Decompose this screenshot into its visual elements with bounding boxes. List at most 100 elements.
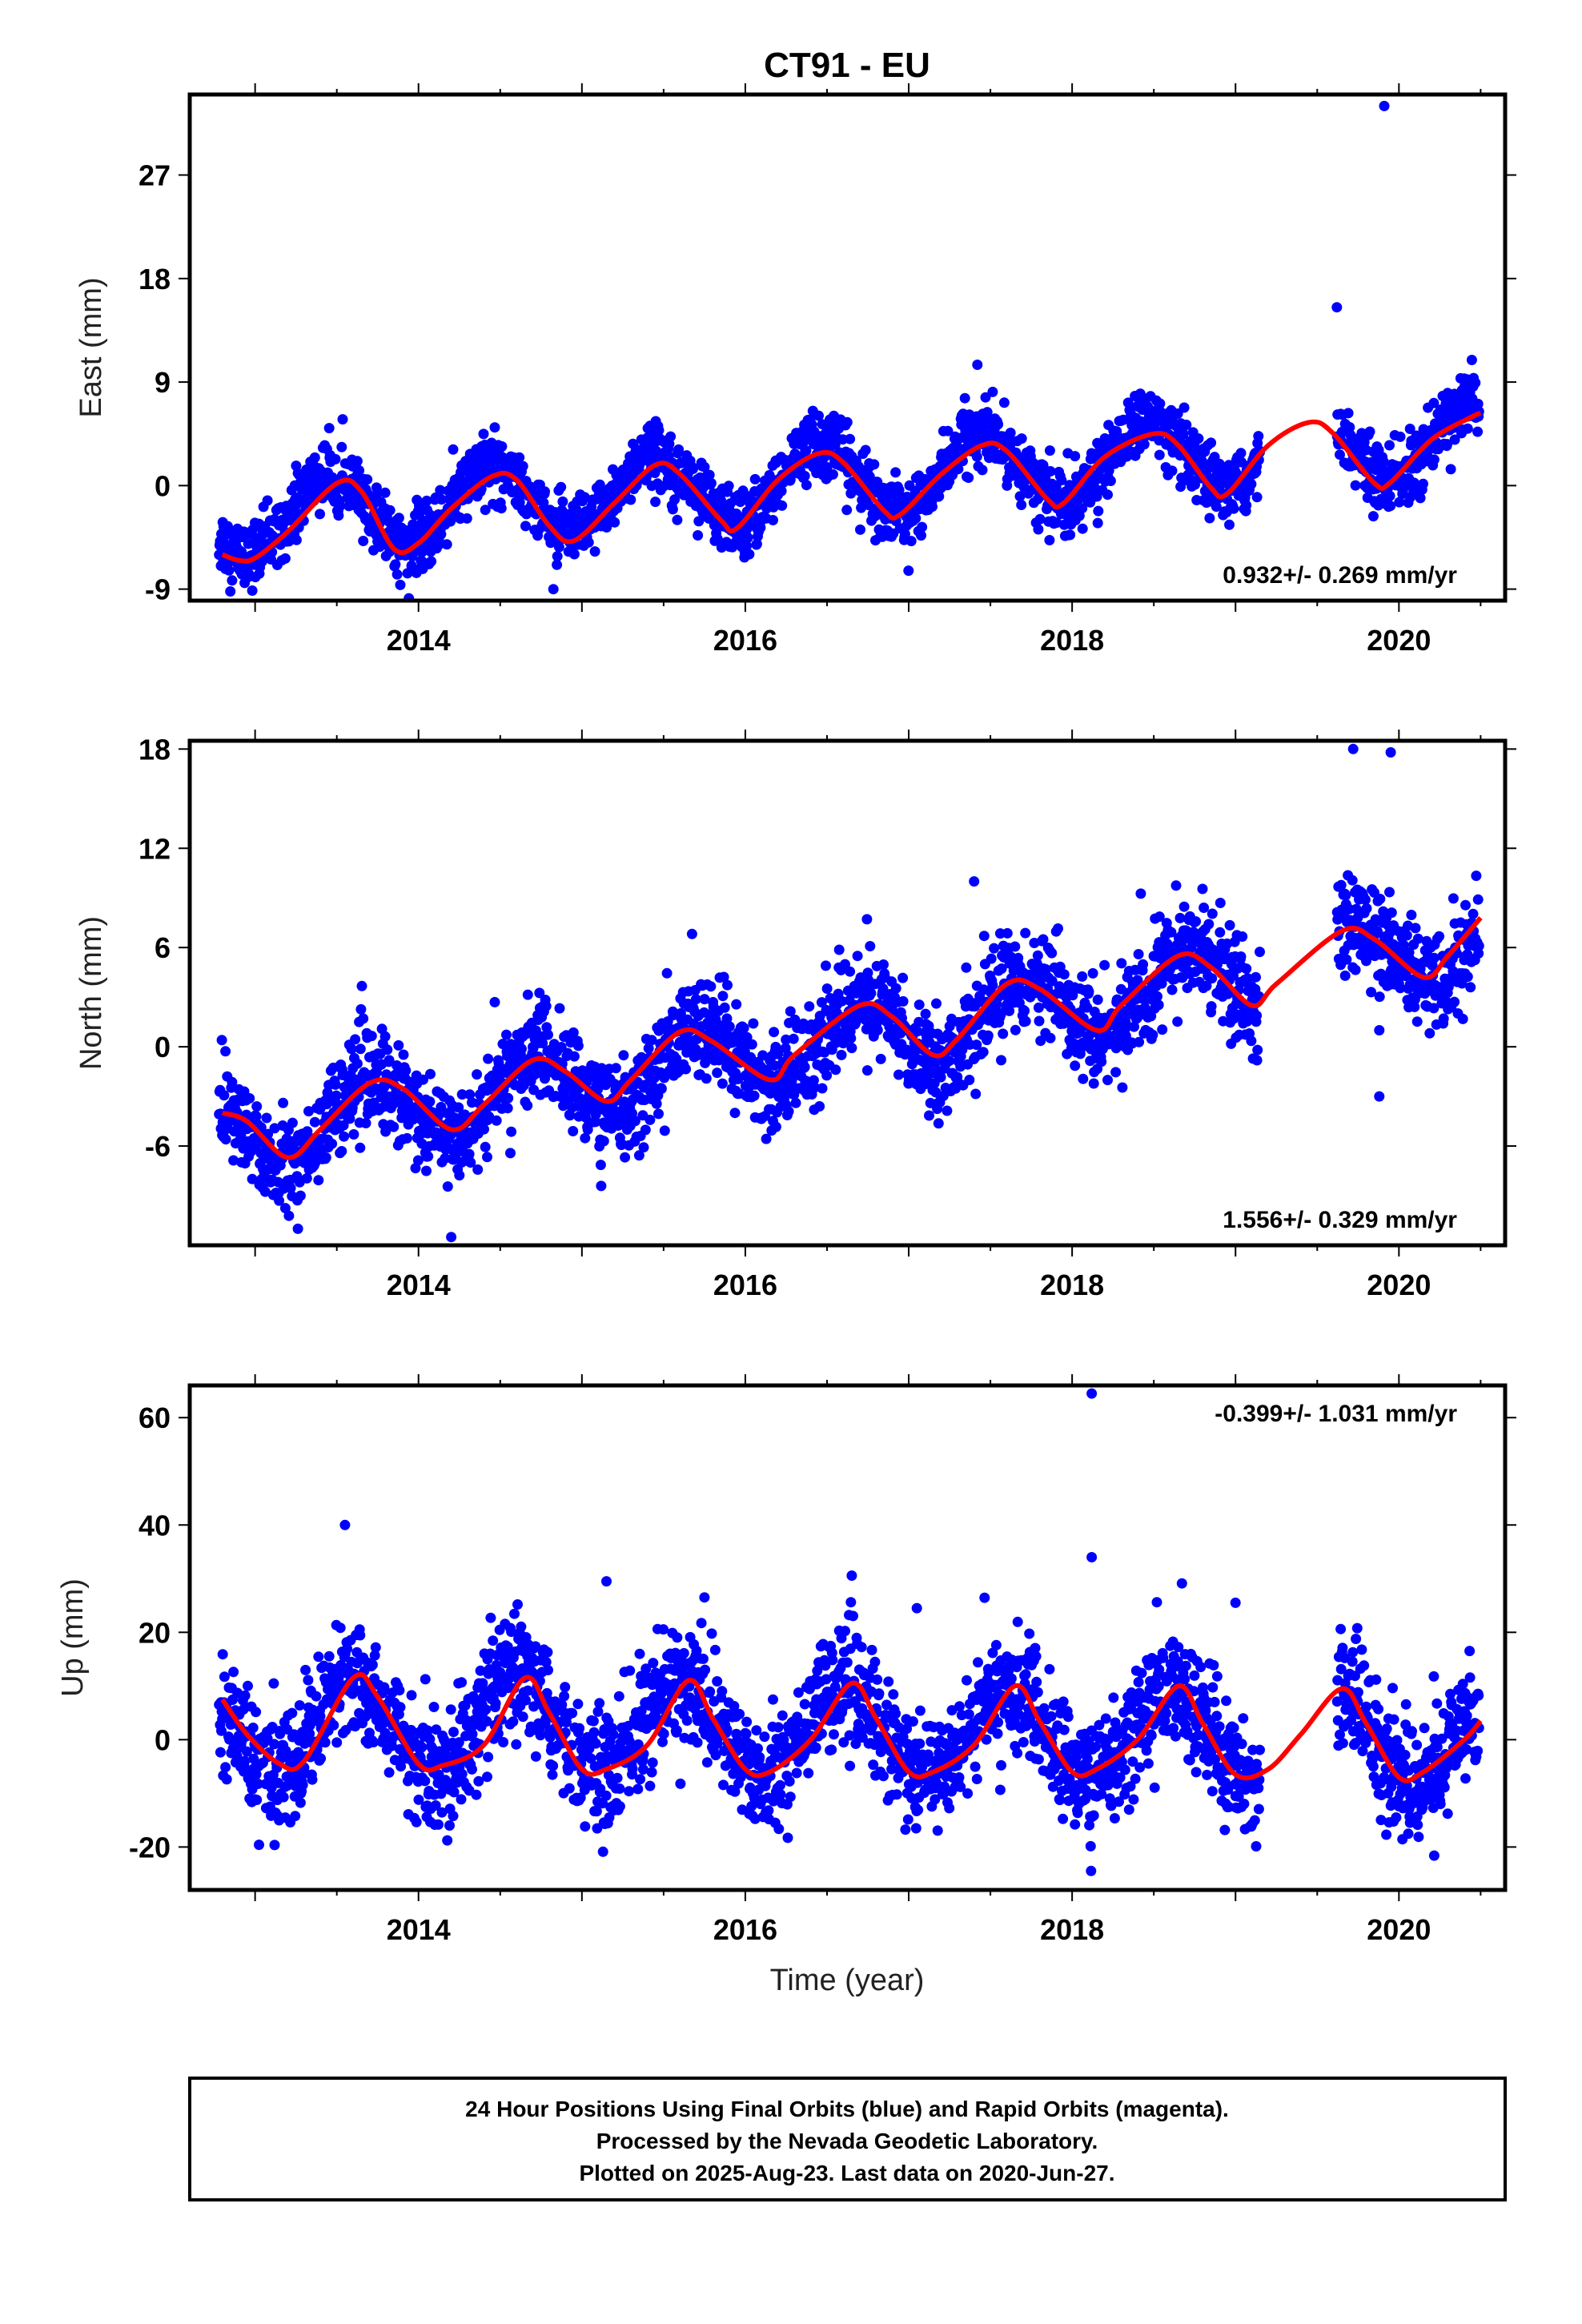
data-point: [262, 495, 273, 506]
data-point: [653, 424, 665, 436]
data-point: [1120, 1016, 1131, 1027]
data-point: [970, 1088, 982, 1100]
data-point: [665, 431, 677, 442]
data-point: [638, 1142, 649, 1153]
data-point: [821, 1070, 833, 1081]
x-tick-label: 2018: [1040, 1913, 1104, 1946]
data-point: [1253, 431, 1264, 442]
data-point: [1215, 898, 1226, 908]
data-point: [379, 487, 391, 498]
data-point: [538, 497, 549, 509]
data-point: [1457, 1013, 1468, 1024]
data-point: [688, 464, 698, 474]
data-point: [1335, 449, 1345, 460]
data-point: [964, 1075, 975, 1085]
data-point: [215, 1747, 226, 1758]
data-point: [472, 1164, 484, 1175]
data-point: [384, 505, 396, 516]
data-point: [998, 397, 1010, 408]
data-point: [865, 987, 877, 999]
data-point: [1398, 939, 1409, 951]
data-point: [1035, 1035, 1046, 1047]
rate-annotation: 0.932+/- 0.269 mm/yr: [1223, 562, 1457, 589]
data-point: [944, 1055, 955, 1067]
data-point: [1367, 511, 1379, 522]
data-point: [383, 1055, 395, 1066]
data-point: [1110, 1067, 1122, 1078]
data-point: [323, 423, 335, 434]
data-point: [248, 1753, 259, 1764]
data-point: [554, 1003, 565, 1014]
data-point: [1418, 478, 1428, 489]
data-point: [1201, 980, 1212, 991]
data-point: [1117, 1082, 1128, 1093]
data-point: [1034, 513, 1046, 525]
data-point: [556, 481, 567, 493]
data-point: [1384, 490, 1395, 501]
data-point: [1472, 894, 1484, 905]
data-point: [863, 500, 874, 511]
data-point: [982, 1030, 994, 1041]
x-tick-label: 2016: [713, 1913, 777, 1946]
plot-frame: [187, 92, 1508, 603]
data-point: [1366, 987, 1377, 998]
data-point: [330, 453, 341, 464]
data-point: [362, 474, 373, 485]
data-point: [1166, 984, 1178, 995]
data-point: [1038, 934, 1049, 945]
data-point: [241, 1746, 252, 1757]
data-point: [644, 1114, 656, 1125]
data-point: [765, 1088, 776, 1099]
data-point: [721, 1013, 733, 1024]
data-point: [841, 416, 853, 428]
data-point: [1386, 907, 1397, 919]
data-point: [220, 1762, 231, 1773]
data-point: [1078, 1073, 1089, 1084]
data-point: [629, 1116, 640, 1127]
data-point: [916, 530, 926, 541]
data-point: [274, 1195, 285, 1206]
data-point: [287, 1117, 298, 1128]
data-point: [861, 914, 873, 925]
outlier-point: [446, 1232, 457, 1243]
data-point: [837, 995, 848, 1007]
data-point: [1166, 465, 1178, 476]
data-point: [327, 1138, 338, 1149]
data-point: [1004, 1005, 1015, 1016]
data-point: [1375, 894, 1386, 904]
data-point: [769, 1027, 780, 1038]
data-point: [1157, 1024, 1168, 1035]
data-point: [693, 530, 704, 541]
data-point: [1102, 489, 1113, 501]
data-point: [568, 1126, 579, 1136]
data-point: [776, 485, 787, 497]
data-point: [346, 1043, 357, 1055]
y-tick-label: -6: [145, 1130, 171, 1163]
data-point: [478, 428, 489, 440]
x-tick-label: 2014: [387, 624, 451, 657]
data-point: [461, 513, 472, 524]
data-point: [751, 538, 762, 549]
data-point: [1445, 464, 1456, 475]
data-point: [1241, 963, 1252, 975]
data-point: [785, 474, 796, 485]
data-point: [1228, 503, 1239, 514]
data-point: [801, 480, 812, 491]
data-point: [1178, 428, 1189, 440]
data-point: [817, 1083, 828, 1094]
data-point: [804, 1001, 815, 1012]
data-point: [453, 1102, 464, 1113]
data-point: [216, 1035, 227, 1046]
data-point: [1460, 899, 1471, 911]
plot-frame: [187, 738, 1508, 1248]
data-point: [705, 477, 717, 489]
data-point: [239, 1755, 251, 1767]
data-point: [1010, 1024, 1021, 1035]
data-point: [1020, 927, 1031, 939]
data-point: [961, 962, 972, 973]
data-point: [718, 971, 729, 983]
data-point: [1056, 475, 1067, 486]
data-point: [1033, 524, 1044, 535]
data-point: [1395, 983, 1406, 994]
